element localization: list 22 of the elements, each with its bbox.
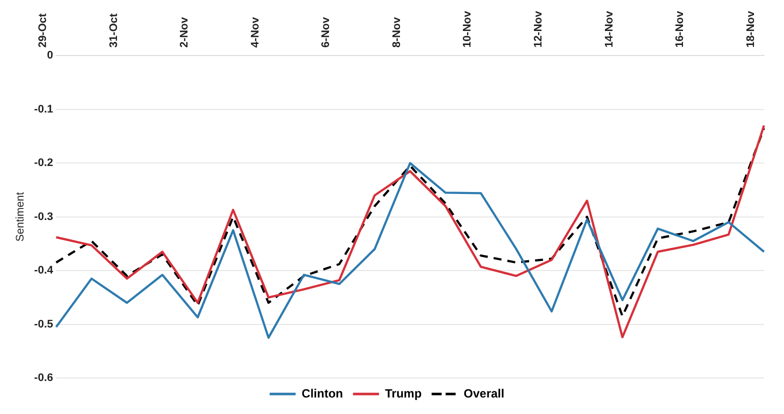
x-tick-label: 29-Oct (36, 13, 49, 48)
y-tick-label: 0 (47, 50, 54, 62)
x-tick-label: 31-Oct (108, 13, 120, 48)
x-tick-label: 10-Nov (462, 10, 474, 48)
x-tick-label: 6-Nov (320, 16, 332, 48)
x-tick-label: 8-Nov (390, 16, 403, 48)
x-tick-label: 4-Nov (249, 16, 262, 48)
y-axis-title: Sentiment (14, 192, 27, 242)
y-tick-label: -0.6 (34, 372, 54, 384)
legend-label: Trump (384, 386, 422, 400)
x-tick-label: 14-Nov (603, 10, 616, 48)
y-tick-label: -0.4 (34, 264, 54, 277)
y-tick-label: -0.3 (34, 210, 54, 223)
x-tick-label: 2-Nov (178, 16, 191, 48)
y-tick-label: -0.2 (34, 157, 54, 170)
y-tick-label: -0.5 (34, 318, 54, 330)
legend-label: Clinton (302, 386, 343, 400)
x-tick-label: 18-Nov (744, 10, 757, 48)
x-tick-label: 16-Nov (674, 10, 686, 48)
legend-label: Overall (464, 386, 504, 400)
x-tick-label: 12-Nov (532, 10, 544, 48)
y-tick-label: -0.1 (34, 103, 54, 116)
